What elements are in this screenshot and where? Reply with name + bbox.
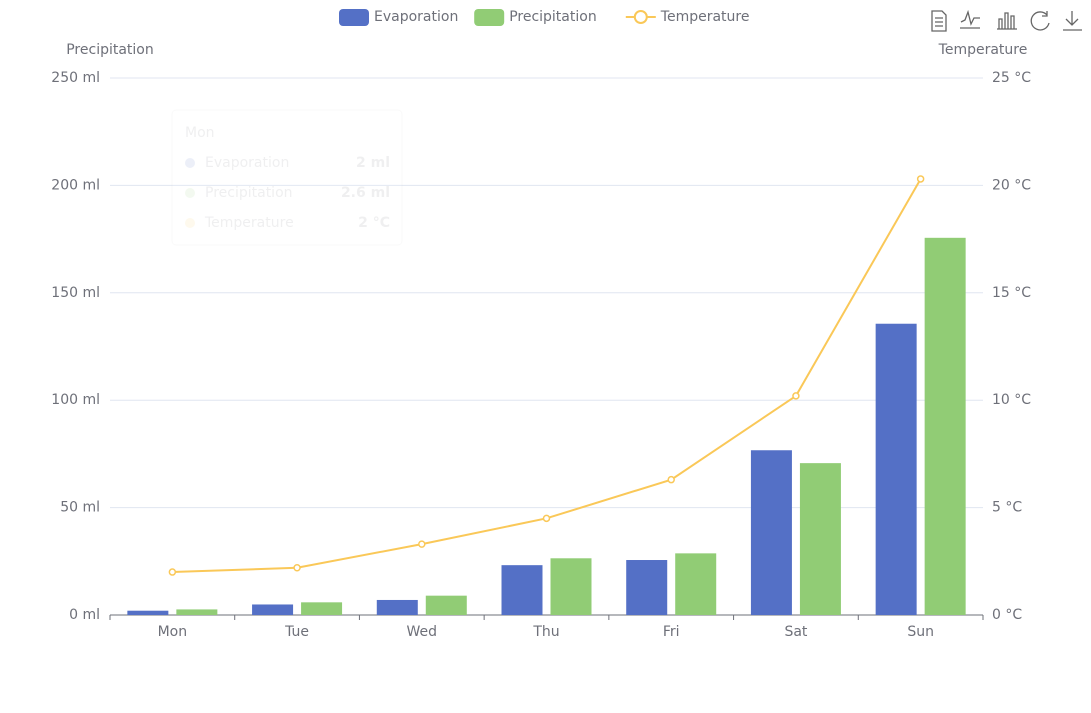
bar [376, 599, 418, 615]
legend-item: Temperature [625, 9, 750, 25]
line-point [792, 392, 800, 400]
bar [501, 565, 543, 615]
x-tick-label: Thu [532, 624, 559, 640]
toolbox[interactable] [931, 9, 1082, 32]
bar [750, 450, 792, 615]
y2-tick-label: 20 °C [992, 177, 1031, 193]
tooltip-marker [185, 188, 195, 198]
tooltip-value: 2.6 ml [341, 185, 390, 201]
bar [626, 560, 668, 615]
line-point [667, 475, 675, 484]
bar [550, 558, 592, 615]
line-point [542, 514, 551, 523]
tooltip: Mon Evaporation 2 ml Precipitation 2.6 ml Te… [171, 109, 403, 246]
x-tick-label: Fri [663, 624, 680, 640]
y-tick-label: 0 ml [69, 607, 100, 623]
legend-item: Precipitation [474, 9, 597, 26]
y2-axis-title: Temperature [938, 42, 1028, 58]
tooltip-name: Temperature [204, 215, 294, 231]
legend-label: Temperature [660, 9, 750, 25]
tooltip-value: 2 ml [356, 155, 390, 171]
line-point [418, 540, 426, 548]
bar [252, 604, 294, 615]
line-point [916, 175, 925, 183]
y2-tick-label: 10 °C [992, 392, 1031, 408]
legend-swatch [339, 9, 369, 26]
line-point [293, 563, 301, 572]
line-icon[interactable] [960, 9, 980, 29]
bar [127, 610, 169, 615]
y-axis-title: Precipitation [66, 42, 154, 58]
tooltip-name: Evaporation [205, 155, 289, 171]
legend-label: Evaporation [374, 9, 458, 25]
x-tick-label: Sat [784, 624, 807, 640]
y2-tick-label: 15 °C [992, 285, 1031, 301]
y2-tick-label: 25 °C [992, 70, 1031, 86]
y-tick-label: 250 ml [51, 70, 100, 86]
legend-swatch [474, 9, 505, 26]
y-tick-label: 200 ml [51, 177, 100, 193]
tooltip-value: 2 °C [358, 215, 390, 231]
x-tick-label: Tue [284, 624, 309, 640]
bar [875, 323, 917, 615]
restore-icon[interactable] [1030, 11, 1050, 31]
y-tick-label: 100 ml [51, 392, 100, 408]
tooltip-name: Precipitation [205, 185, 293, 201]
tooltip-marker [185, 158, 195, 168]
x-tick-label: Sun [907, 624, 934, 640]
tooltip-marker [185, 218, 195, 228]
legend-label: Precipitation [509, 9, 597, 25]
y-tick-label: 150 ml [51, 285, 100, 301]
tooltip-box [171, 109, 403, 246]
bar [425, 595, 467, 615]
y2-tick-label: 0 °C [992, 607, 1022, 623]
line-point [168, 568, 177, 576]
bar [799, 463, 841, 615]
bar [675, 553, 717, 615]
bar [301, 602, 343, 615]
bar [924, 237, 966, 615]
legend-swatch [633, 10, 648, 24]
x-tick-label: Mon [158, 624, 188, 640]
data-view-icon[interactable] [931, 10, 947, 32]
bar-icon[interactable] [997, 12, 1017, 30]
x-tick-label: Wed [407, 624, 438, 640]
tooltip-title: Mon [185, 125, 215, 141]
save-icon[interactable] [1063, 11, 1082, 31]
y2-tick-label: 5 °C [992, 500, 1022, 516]
y-tick-label: 50 ml [60, 500, 100, 516]
legend-item: Evaporation [339, 9, 458, 26]
bar [176, 609, 218, 615]
